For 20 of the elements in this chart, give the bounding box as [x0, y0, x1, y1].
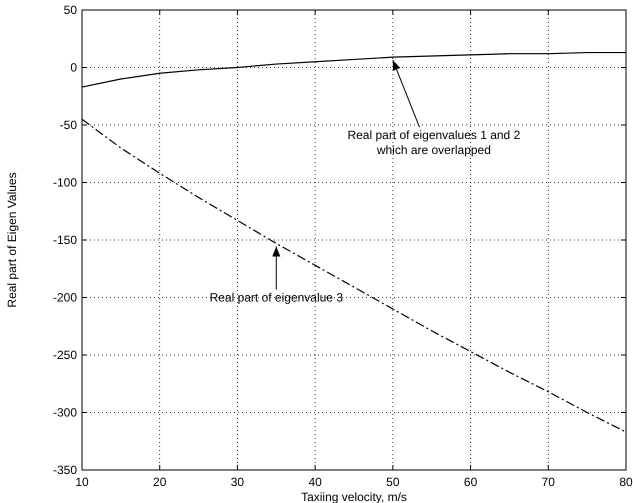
- x-tick-label: 80: [619, 475, 633, 489]
- x-tick-label: 40: [308, 475, 322, 489]
- x-tick-label: 50: [386, 475, 400, 489]
- y-tick-label: -150: [52, 233, 78, 247]
- x-tick-label: 70: [542, 475, 556, 489]
- y-tick-label: 50: [64, 3, 78, 17]
- y-tick-label: 0: [70, 60, 78, 74]
- y-tick-label: -250: [52, 348, 78, 362]
- x-tick-label: 60: [464, 475, 478, 489]
- y-tick-label: -300: [52, 406, 78, 420]
- y-tick-label: -200: [52, 290, 78, 304]
- y-axis-title: Real part of Eigen Values: [5, 172, 19, 308]
- annotation: Real part of eigenvalue 3: [210, 290, 344, 304]
- y-tick-label: -50: [60, 118, 78, 132]
- x-tick-label: 10: [75, 475, 89, 489]
- x-tick-label: 20: [153, 475, 167, 489]
- y-tick-label: -100: [52, 176, 78, 190]
- annotation: Real part of eigenvalues 1 and 2 which are overlapped: [347, 128, 521, 158]
- x-tick-label: 30: [230, 475, 244, 489]
- y-tick-label: -350: [52, 463, 78, 477]
